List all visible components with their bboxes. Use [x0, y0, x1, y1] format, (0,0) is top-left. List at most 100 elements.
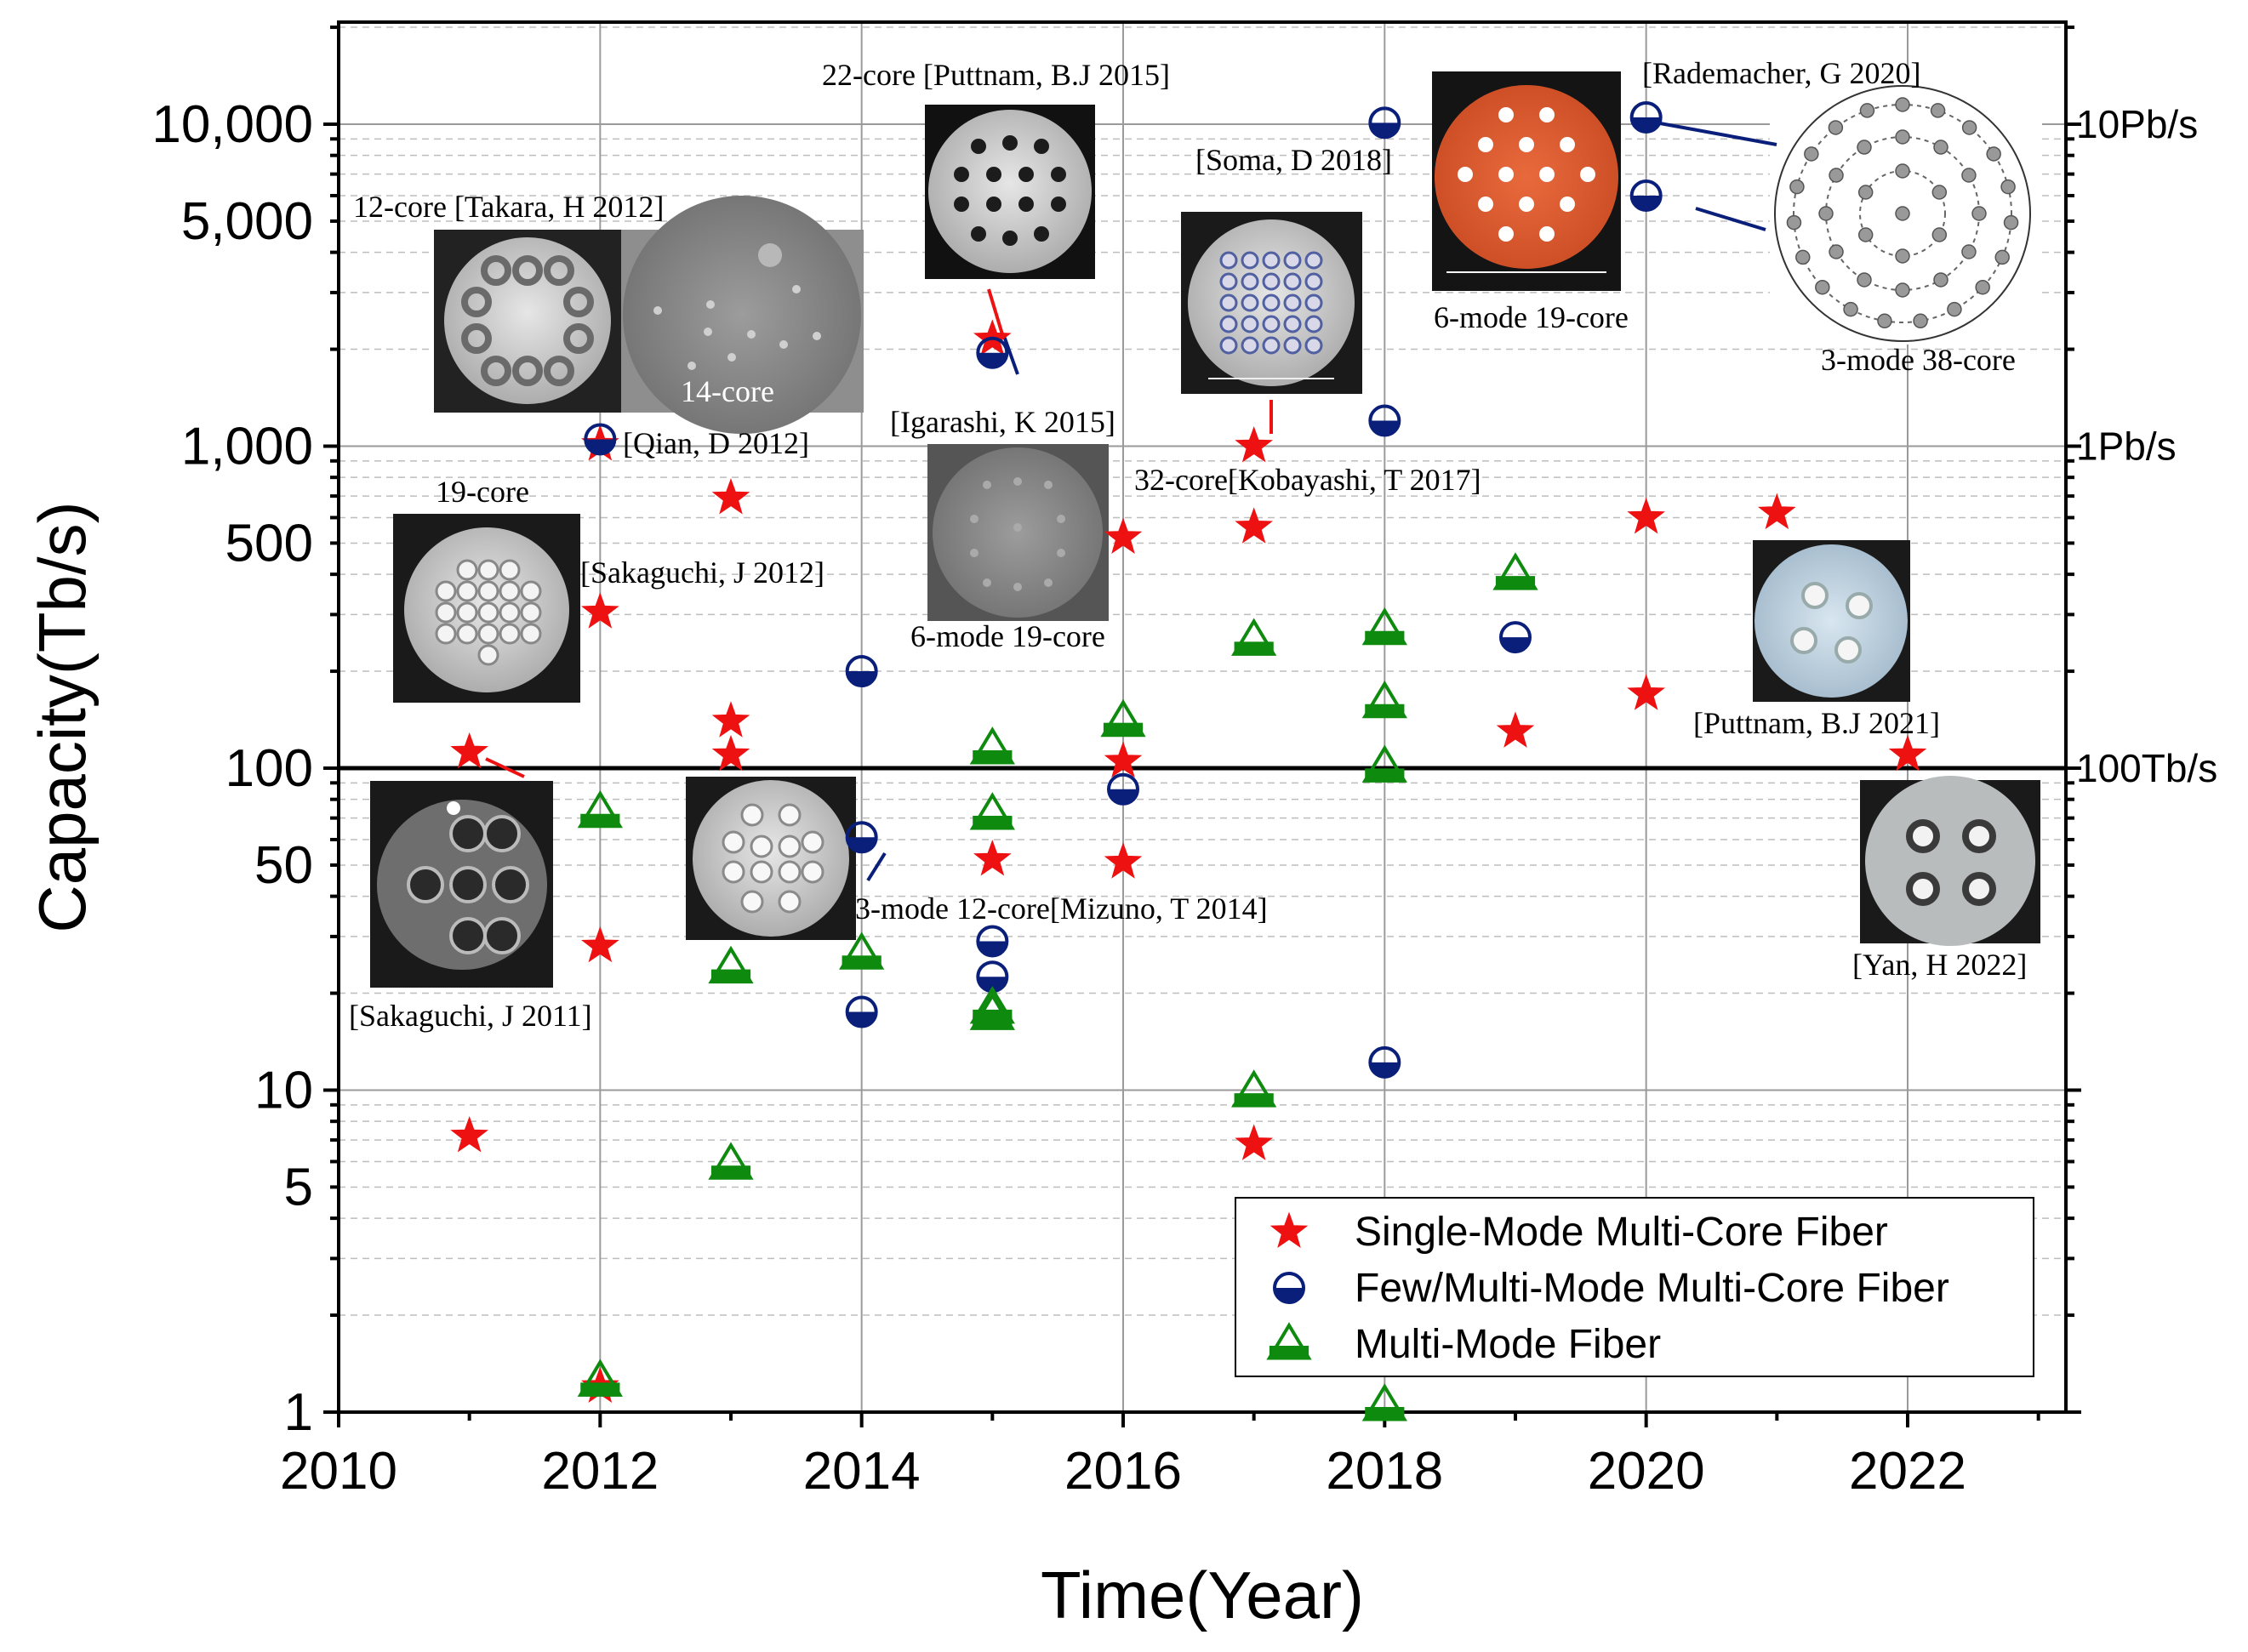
annotation-igarashi-2015: [Igarashi, K 2015]: [890, 405, 1115, 439]
data-point-star-2: [450, 1116, 489, 1153]
legend-marks: [1266, 1211, 1312, 1360]
data-point-triangle-5: [839, 931, 885, 970]
igarashi-6-mode-19-core-photo: [927, 444, 1109, 621]
data-point-half-circle-9: [1368, 106, 1401, 140]
annotation-puttnam-2015: 22-core [Puttnam, B.J 2015]: [822, 58, 1170, 92]
y-tick-label: 50: [254, 836, 313, 895]
data-point-half-circle-8: [1107, 772, 1139, 806]
annotation-yan-2022: [Yan, H 2022]: [1852, 948, 2027, 982]
data-point-half-circle-14: [1629, 179, 1663, 212]
annotation-kobayashi-2017: 32-core[Kobayashi, T 2017]: [1134, 463, 1481, 497]
arrow-takara: [485, 757, 525, 778]
data-point-star-20: [1627, 674, 1666, 710]
x-tick-label: 2022: [1849, 1442, 1966, 1501]
y-tick-label: 10,000: [151, 95, 313, 154]
annotation-qian-2012: [Qian, D 2012]: [623, 426, 809, 460]
data-point-star-22: [1888, 734, 1927, 772]
y-tick-labels: 1 5 10 50 100 500 1,000 5,000 10,000: [151, 95, 313, 1442]
data-point-star-8: [711, 701, 750, 738]
data-point-half-circle-2: [845, 655, 878, 688]
data-point-half-circle-10: [1368, 404, 1401, 437]
data-point-triangle-17: [1492, 552, 1538, 590]
x-tick-label: 2018: [1326, 1442, 1443, 1501]
annotation-sakaguchi-2012: [Sakaguchi, J 2012]: [580, 555, 824, 590]
right-axis-labels: 10Pb/s 1Pb/s 100Tb/s: [2076, 102, 2217, 790]
y-tick-label: 10: [254, 1062, 313, 1120]
data-markers: [450, 100, 1927, 1421]
data-point-half-circle-4: [845, 995, 878, 1028]
data-point-star-15: [1235, 426, 1274, 463]
data-point-triangle-7: [969, 792, 1015, 830]
3-mode-38-core-diagram: [1770, 81, 2042, 345]
x-tick-label: 2014: [803, 1442, 921, 1501]
data-point-star-19: [1627, 498, 1666, 534]
data-point-star-12: [1104, 517, 1143, 554]
data-point-half-circle-1: [584, 423, 617, 456]
mizuno-3-mode-12-core-photo: [686, 777, 856, 940]
axis-ticks: [323, 26, 2081, 1427]
data-point-triangle-10: [1100, 698, 1146, 738]
arrow-puttnam-2015-b: [1002, 335, 1019, 375]
right-axis-label: 100Tb/s: [2076, 746, 2217, 790]
data-point-star-9: [711, 734, 750, 772]
plot-frame: [337, 20, 2068, 1414]
data-point-triangle-14: [1361, 680, 1407, 719]
y-tick-label: 100: [225, 739, 313, 798]
x-tick-label: 2020: [1588, 1442, 1705, 1501]
arrow-mizuno: [866, 852, 887, 882]
legend-mark-triangle: [1266, 1322, 1312, 1360]
y-tick-label: 5: [284, 1158, 313, 1216]
x-tick-label: 2016: [1064, 1442, 1182, 1501]
data-point-star-17: [1235, 1124, 1274, 1160]
19-core-fiber-photo: [393, 514, 580, 703]
legend-box: [1235, 1197, 2034, 1377]
data-point-triangle-6: [969, 726, 1015, 765]
data-point-triangle-13: [1361, 607, 1407, 646]
legend-label-single-mode: Single-Mode Multi-Core Fiber: [1355, 1210, 1888, 1255]
annotation-6-mode-19-core-soma: 6-mode 19-core: [1434, 300, 1629, 334]
data-point-half-circle-13: [1629, 100, 1663, 134]
y-axis-title: Capacity(Tb/s): [25, 501, 100, 932]
data-point-triangle-11: [1231, 618, 1277, 656]
annotations: 22-core [Puttnam, B.J 2015] 12-core [Tak…: [349, 56, 2027, 1033]
annotation-takara-2012: 12-core [Takara, H 2012]: [353, 190, 664, 224]
data-point-star-1: [450, 732, 489, 769]
data-point-star-5: [580, 926, 619, 963]
data-point-star-7: [711, 478, 750, 515]
data-point-half-circle-6: [976, 925, 1009, 958]
gridlines: [339, 26, 2066, 1316]
annotation-6-mode-19-core-igarashi: 6-mode 19-core: [910, 619, 1105, 653]
data-point-triangle-16: [1361, 1383, 1407, 1421]
legend: Single-Mode Multi-Core Fiber Few/Multi-M…: [1235, 1197, 2034, 1377]
data-point-star-4: [580, 592, 619, 629]
arrow-rademacher-b: [1695, 207, 1766, 231]
soma-6-mode-19-core-photo: [1432, 71, 1621, 291]
22-core-fiber-photo: [925, 105, 1095, 279]
x-tick-labels: 2010 2012 2014 2016 2018 2020 2022: [280, 1442, 1966, 1501]
data-point-triangle-1: [577, 789, 623, 829]
arrow-rademacher-a: [1650, 120, 1777, 146]
legend-mark-star: [1269, 1211, 1309, 1248]
legend-mark-half-circle: [1273, 1272, 1305, 1304]
y-tick-label: 500: [225, 514, 313, 573]
32-core-fiber-photo: [1181, 212, 1362, 394]
annotation-3-mode-38-core: 3-mode 38-core: [1821, 343, 2016, 377]
data-point-triangle-4: [708, 1142, 754, 1180]
x-tick-label: 2010: [280, 1442, 397, 1501]
data-point-half-circle-11: [1368, 1045, 1401, 1079]
annotation-puttnam-2021: [Puttnam, B.J 2021]: [1693, 706, 1940, 740]
y-tick-label: 1: [284, 1383, 313, 1442]
data-point-half-circle-3: [845, 821, 878, 854]
data-point-star-21: [1757, 493, 1796, 530]
data-point-triangle-3: [708, 945, 754, 984]
14-core-fiber-photo: [621, 196, 864, 434]
data-point-triangle-15: [1361, 744, 1407, 783]
puttnam-2021-4-core-photo: [1753, 540, 1910, 702]
annotation-mizuno-2014: 3-mode 12-core[Mizuno, T 2014]: [855, 892, 1268, 926]
x-axis-title: Time(Year): [1041, 1558, 1364, 1632]
annotation-rademacher-2020: [Rademacher, G 2020]: [1642, 56, 1920, 90]
right-axis-label: 10Pb/s: [2076, 102, 2198, 146]
annotation-14-core: 14-core: [681, 374, 774, 408]
legend-label-few-mode: Few/Multi-Mode Multi-Core Fiber: [1355, 1266, 1949, 1311]
data-point-star-18: [1496, 711, 1535, 748]
